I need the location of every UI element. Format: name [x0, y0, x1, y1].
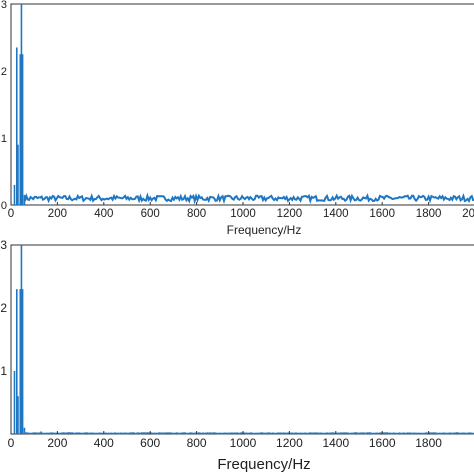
- top-series-line: [13, 4, 26, 205]
- y-tick-label: 3: [1, 0, 7, 11]
- bottom-noise-floor: [24, 432, 474, 435]
- y-tick-label: 3: [0, 238, 7, 252]
- y-tick-label: 1: [1, 133, 7, 145]
- x-tick-label: 200: [47, 436, 67, 450]
- top-axes-frame: [10, 3, 474, 206]
- x-tick-label: 1200: [276, 436, 303, 450]
- x-tick-label: 0: [8, 208, 14, 220]
- x-tick-label: 400: [94, 436, 114, 450]
- x-tick-label: 1800: [416, 208, 442, 220]
- noise-floor-line: [23, 192, 474, 205]
- bottom-x-axis-label: Frequency/Hz: [217, 456, 310, 473]
- bottom-series-line: [13, 245, 42, 434]
- x-tick-label: 1000: [230, 208, 256, 220]
- y-tick-label: 0: [1, 200, 7, 212]
- x-tick-label: 800: [187, 436, 207, 450]
- x-tick-label: 600: [140, 436, 160, 450]
- y-tick-label: 1: [0, 364, 7, 378]
- x-tick-label: 1400: [323, 208, 349, 220]
- top-spectrum-panel: 0 200 400 600 800 1000 1200 1400 1600 1800 2000 0 1…: [1, 0, 474, 237]
- x-tick-label: 1000: [230, 436, 257, 450]
- x-tick-label: 1200: [277, 208, 303, 220]
- x-tick-label: 2000: [462, 208, 474, 220]
- x-tick-label: 200: [48, 208, 67, 220]
- x-tick-label: 800: [187, 208, 206, 220]
- x-tick-label: 1600: [369, 436, 396, 450]
- x-tick-label: 600: [141, 208, 160, 220]
- y-tick-label: 2: [1, 66, 7, 78]
- x-tick-label: 400: [94, 208, 113, 220]
- top-y-tick-labels: 0 1 2 3: [1, 0, 7, 212]
- y-tick-label: 2: [0, 301, 7, 315]
- bottom-x-tick-labels: 0 200 400 600 800 1000 1200 1400 1600 1800: [8, 431, 442, 450]
- noise-floor-line: [24, 432, 474, 435]
- bottom-axes-frame: [10, 244, 474, 435]
- x-tick-label: 0: [8, 436, 15, 450]
- bottom-spectrum-panel: 0 200 400 600 800 1000 1200 1400 1600 1800 1 2 3 Fr…: [0, 238, 474, 473]
- x-tick-label: 1600: [369, 208, 395, 220]
- x-tick-label: 1800: [415, 436, 442, 450]
- top-noise-floor: [23, 192, 474, 205]
- x-tick-label: 1400: [322, 436, 349, 450]
- top-x-tick-labels: 0 200 400 600 800 1000 1200 1400 1600 1800 2000: [8, 202, 474, 220]
- bottom-y-tick-labels: 1 2 3: [0, 238, 7, 378]
- top-x-axis-label: Frequency/Hz: [227, 223, 302, 237]
